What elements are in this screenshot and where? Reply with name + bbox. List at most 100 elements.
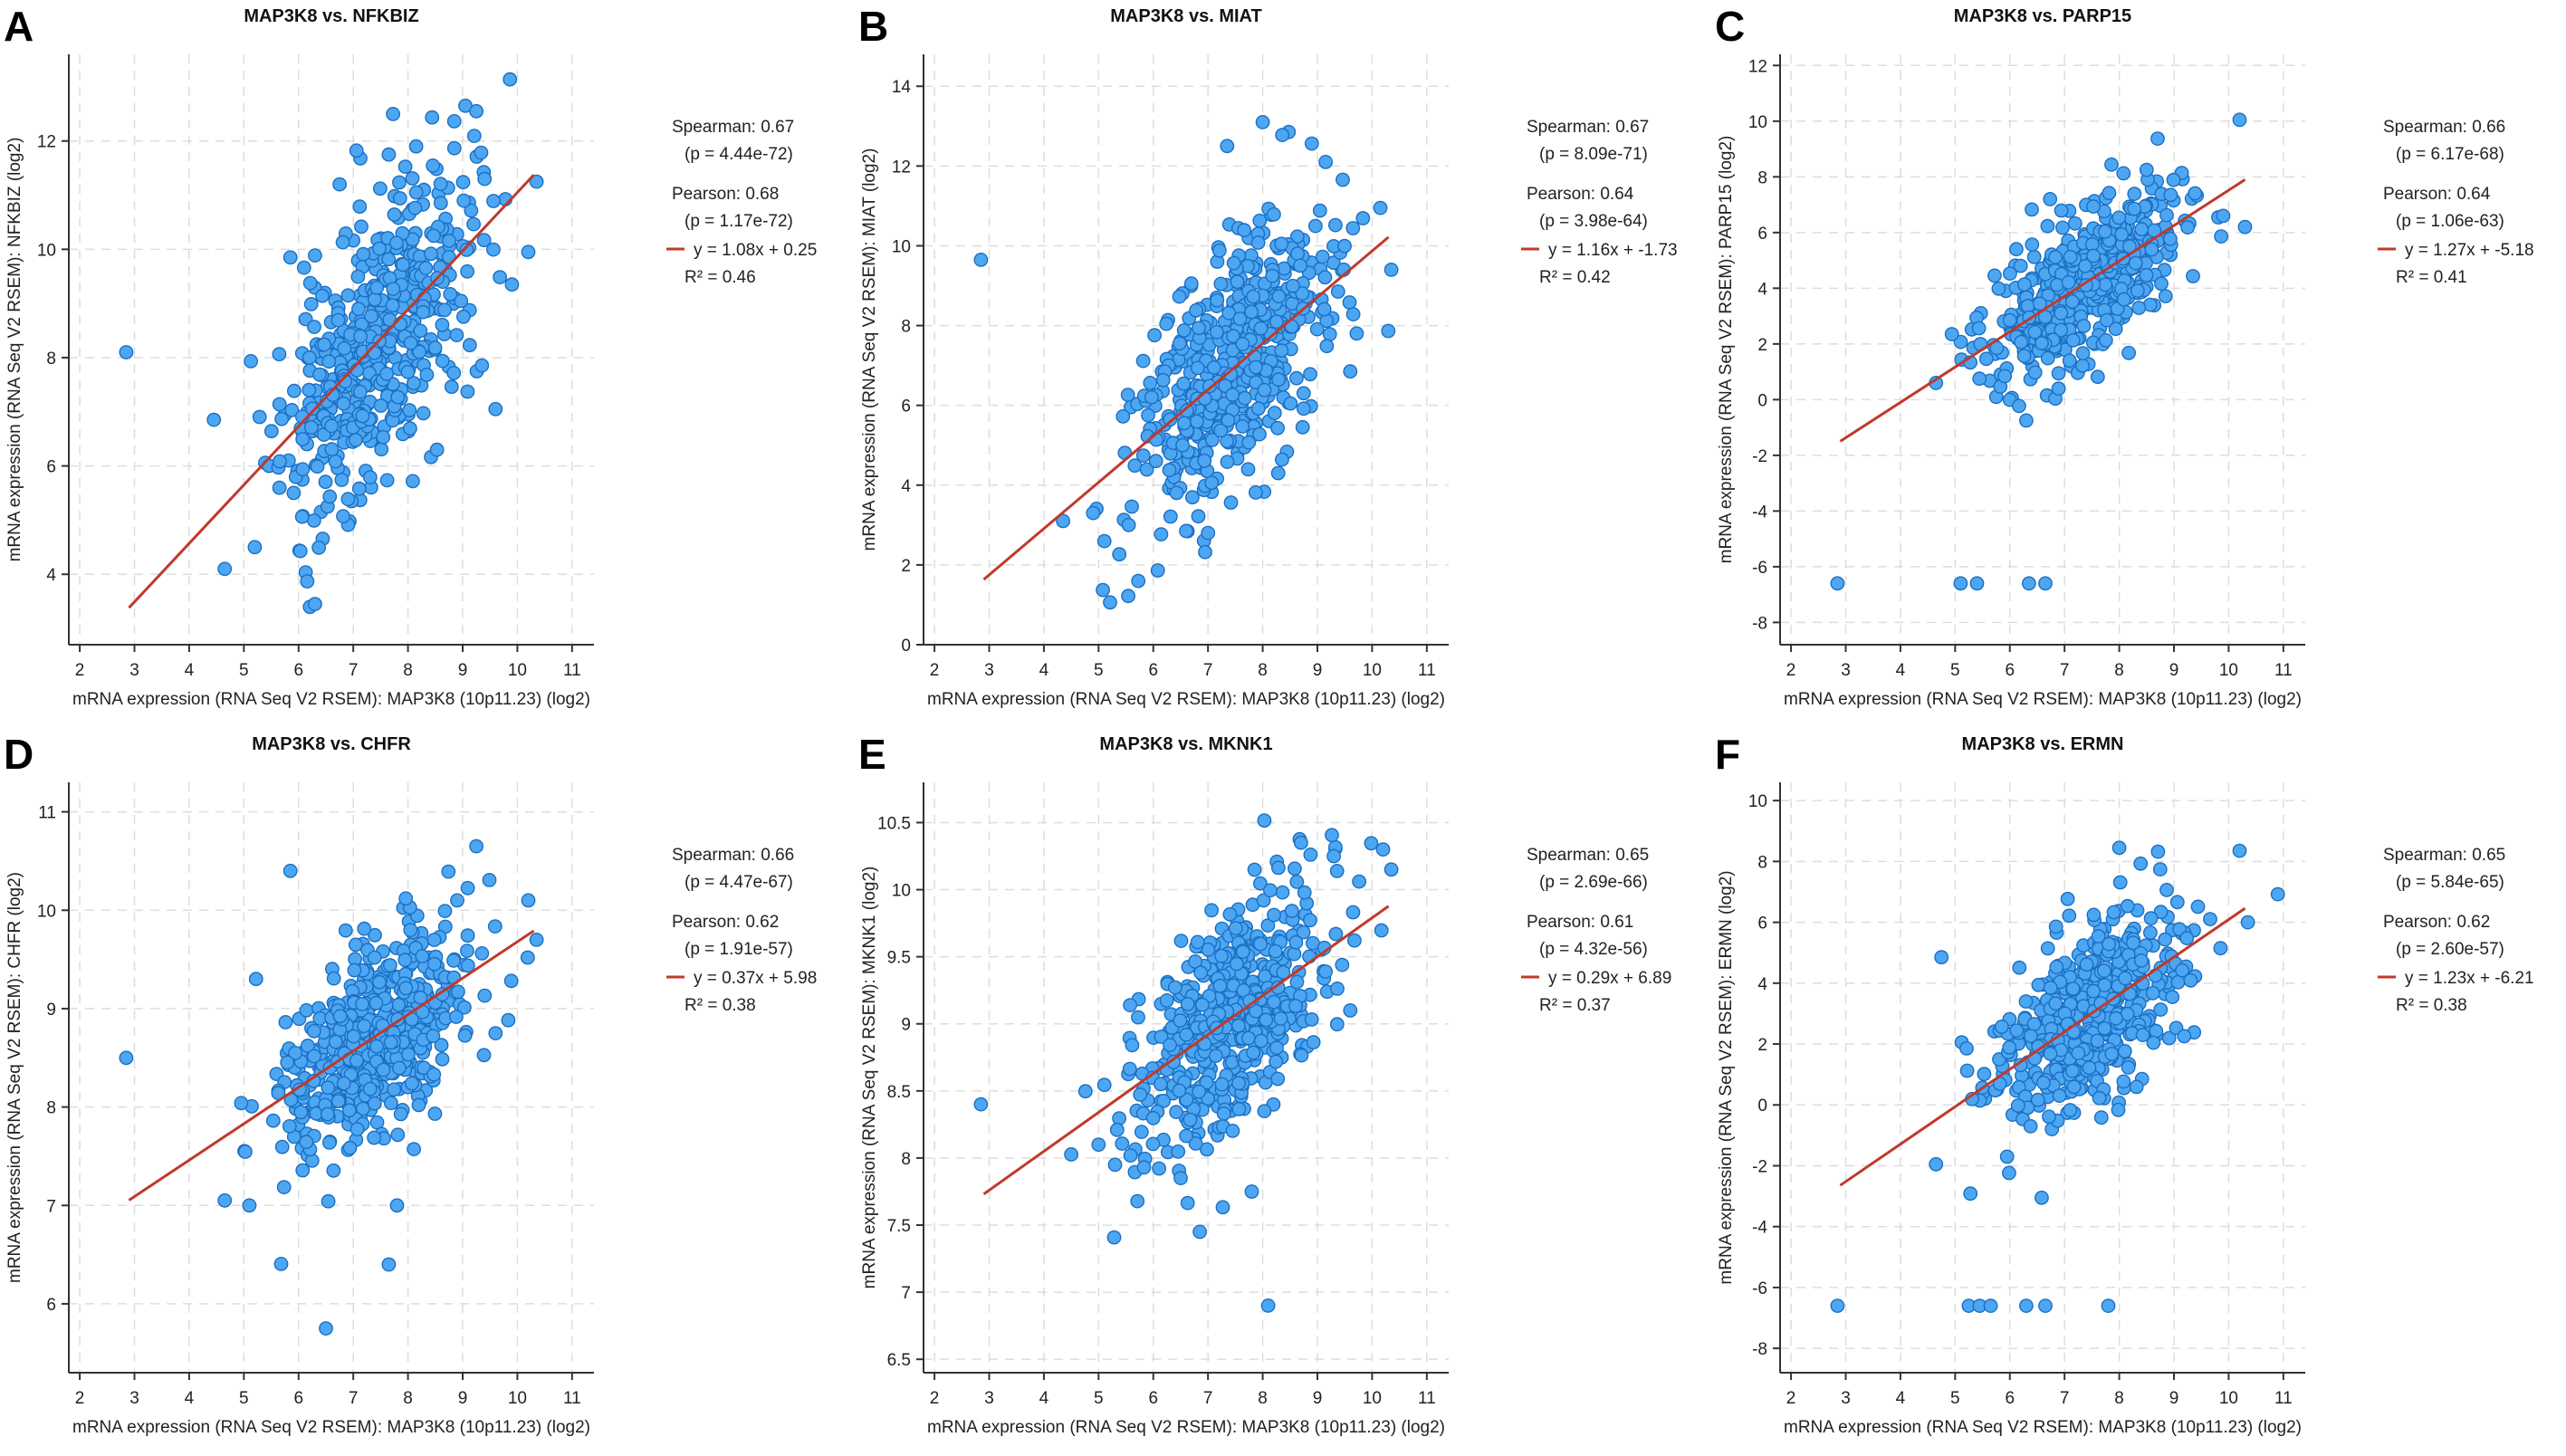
y-tick-label: 4 [1757, 280, 1767, 299]
data-point [407, 200, 423, 216]
data-point [1260, 918, 1276, 934]
data-point [1257, 1104, 1272, 1118]
data-point [474, 945, 490, 961]
panel-letter: F [1715, 731, 1741, 778]
data-point [1204, 903, 1219, 918]
data-point [311, 540, 326, 555]
data-point [1266, 206, 1281, 222]
regression-line [1839, 178, 2246, 443]
data-point [433, 177, 448, 192]
x-tick-label: 11 [2274, 1389, 2293, 1408]
data-point [1179, 523, 1193, 539]
data-point [449, 328, 464, 342]
data-point [1206, 359, 1221, 375]
data-point [1154, 527, 1169, 541]
x-axis-label: mRNA expression (RNA Seq V2 RSEM): MAP3K… [72, 1418, 590, 1437]
data-point [1296, 924, 1311, 940]
data-point [1130, 1193, 1145, 1209]
panel-letter: C [1715, 3, 1746, 50]
data-point [1123, 1148, 1138, 1163]
pearson-p-value: (p = 3.98e-64) [1539, 212, 1648, 231]
data-point [2086, 983, 2101, 999]
data-point [1295, 286, 1310, 301]
data-point [1285, 278, 1300, 293]
data-point [1249, 1003, 1263, 1019]
data-point [272, 347, 287, 362]
data-point [2040, 218, 2055, 234]
data-point [1244, 1184, 1259, 1199]
data-point [1267, 406, 1282, 420]
data-point [1288, 370, 1304, 386]
data-point [446, 365, 462, 380]
data-point [462, 338, 477, 353]
data-point [1153, 1077, 1168, 1092]
data-point [1959, 1040, 1974, 1056]
data-point [310, 459, 325, 474]
data-point [1273, 1011, 1288, 1026]
data-point [1121, 589, 1135, 604]
x-tick-label: 10 [508, 1389, 527, 1408]
y-tick-label: 10 [37, 241, 56, 260]
data-point [349, 1122, 365, 1136]
data-point [2018, 413, 2034, 428]
data-point [1214, 1077, 1230, 1092]
data-point [355, 408, 370, 424]
data-point [317, 337, 331, 352]
data-point [2098, 332, 2113, 348]
y-tick-label: 10 [892, 237, 911, 256]
data-point [464, 203, 479, 218]
data-point [1172, 1083, 1187, 1098]
data-point [2106, 905, 2121, 920]
data-point [2061, 274, 2076, 290]
data-point [1125, 499, 1139, 514]
data-point [405, 171, 420, 186]
data-point [1293, 258, 1307, 273]
data-point [1318, 154, 1333, 169]
data-point [1216, 1106, 1231, 1121]
data-point [326, 971, 341, 986]
data-point [1253, 936, 1268, 952]
data-point [1347, 933, 1362, 948]
data-point [1256, 893, 1271, 908]
x-tick-label: 5 [1950, 661, 1960, 680]
data-point [1971, 321, 1987, 336]
data-point [2121, 1059, 2136, 1075]
data-point [1303, 367, 1317, 382]
data-point [321, 1080, 336, 1096]
y-tick-label: 7 [46, 1197, 56, 1216]
data-point [402, 421, 417, 436]
x-axis-label: mRNA expression (RNA Seq V2 RSEM): MAP3K… [927, 690, 1445, 709]
data-point [2063, 1103, 2078, 1117]
data-point [1375, 842, 1391, 857]
data-point [274, 411, 289, 426]
data-point [2002, 1039, 2017, 1055]
x-tick-label: 9 [2169, 661, 2179, 680]
data-point [293, 1105, 309, 1120]
data-point [1270, 860, 1286, 876]
data-point [2127, 201, 2142, 216]
data-point [1171, 1144, 1186, 1159]
data-point [2034, 1190, 2049, 1205]
data-point [1135, 448, 1151, 463]
data-point [2082, 1060, 2097, 1076]
y-tick-label: 0 [1757, 1097, 1767, 1116]
data-point [1180, 1195, 1195, 1211]
data-point [2111, 840, 2127, 856]
data-point [1972, 371, 1987, 387]
data-point [376, 429, 391, 445]
x-tick-label: 6 [1148, 1389, 1158, 1408]
data-point [2237, 219, 2253, 235]
data-point [382, 958, 397, 972]
data-point [418, 261, 434, 275]
data-point [1086, 505, 1101, 521]
data-point [294, 509, 310, 524]
data-point [443, 286, 458, 302]
data-point [1275, 885, 1290, 900]
data-point [2159, 207, 2174, 223]
data-point [1248, 359, 1263, 375]
data-point [2170, 974, 2186, 990]
x-tick-label: 8 [1258, 661, 1268, 680]
data-point [2097, 978, 2112, 992]
data-point [282, 250, 298, 265]
data-point [1999, 1149, 2015, 1164]
